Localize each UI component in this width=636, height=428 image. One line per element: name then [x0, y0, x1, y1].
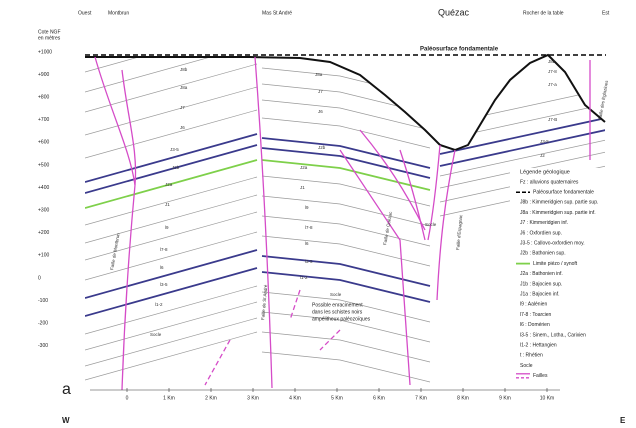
- unit-label: J3-5: [170, 147, 179, 152]
- panel-label: a: [62, 381, 71, 398]
- elevation-tick-label: +500: [38, 162, 49, 168]
- place-label: Est: [602, 10, 610, 16]
- unit-label: J8b: [548, 59, 556, 64]
- unit-label: J8a: [315, 72, 323, 77]
- legend-item: l6 : Domérien: [520, 322, 550, 328]
- scale-label: 3 Km: [247, 395, 259, 401]
- elevation-tick-label: +600: [38, 140, 49, 146]
- elevation-tick-label: 0: [38, 275, 41, 281]
- elevation-tick-label: +400: [38, 185, 49, 191]
- scale-label: 8 Km: [457, 395, 469, 401]
- place-label: Mas St André: [262, 10, 292, 16]
- page: Ouest Montbrun Mas St André Quézac Roche…: [0, 0, 636, 428]
- unit-label: l6: [305, 241, 309, 246]
- scale-label: 1 Km: [163, 395, 175, 401]
- unit-label: Socle: [425, 222, 437, 227]
- scale-label: 9 Km: [499, 395, 511, 401]
- unit-label: J7-a: [548, 82, 557, 87]
- legend-item: J8a : Kimmeridgien sup. partie inf.: [520, 210, 596, 216]
- legend-item: J2a : Bathonien inf.: [520, 271, 563, 277]
- unit-label: l7-8: [305, 225, 313, 230]
- elevation-tick-label: +200: [38, 230, 49, 236]
- legend-item: Failles: [533, 373, 548, 379]
- unit-label: l9: [165, 225, 169, 230]
- elevation-tick-label: +900: [38, 72, 49, 78]
- unit-label: J7: [318, 89, 323, 94]
- legend-item: J7 : Kimmeridgien inf.: [520, 220, 568, 226]
- unit-label: Socle: [150, 332, 162, 337]
- legend-item: J3-5 : Callovo-oxfordien moy.: [520, 241, 585, 247]
- scale-label: 2 Km: [205, 395, 217, 401]
- scale-label: 10 Km: [540, 395, 554, 401]
- legend-item: J2b : Bathonien sup.: [520, 251, 566, 257]
- unit-label: l3-5: [160, 282, 168, 287]
- legend-item: Fz : alluvions quaternaires: [520, 179, 579, 185]
- unit-label: J2b: [172, 165, 180, 170]
- unit-label: Socle: [330, 292, 342, 297]
- legend-item: Paléosurface fondamentale: [533, 190, 594, 196]
- unit-label: J8b: [180, 67, 188, 72]
- unit-label: J2a: [165, 182, 173, 187]
- legend-item: Limite piézo / synoft: [533, 261, 578, 267]
- unit-label: J1: [300, 185, 305, 190]
- legend-item: J6 : Oxfordien sup.: [520, 230, 562, 236]
- scale-label: 6 Km: [373, 395, 385, 401]
- legend-item: l3-5 : Sinem., Lotha., Carixien: [520, 332, 586, 338]
- unit-label: J2: [540, 153, 545, 158]
- place-label: Montbrun: [108, 10, 129, 16]
- unit-label: J3-5: [540, 139, 549, 144]
- scale-label: 4 Km: [289, 395, 301, 401]
- unit-label: l6: [160, 265, 164, 270]
- cross-section: Ouest Montbrun Mas St André Quézac Roche…: [0, 0, 636, 428]
- unit-label: J8a: [180, 85, 188, 90]
- unit-label: l1-2: [300, 275, 308, 280]
- legend-item: l1-2 : Hettangien: [520, 343, 557, 349]
- unit-label: l7-8: [160, 247, 168, 252]
- note: Possible enracinement: [312, 302, 363, 308]
- elevation-tick-label: +1000: [38, 49, 52, 55]
- unit-label: J2b: [318, 145, 326, 150]
- elevation-tick-label: -100: [38, 298, 48, 304]
- unit-label: J7-8: [548, 69, 557, 74]
- legend-item: Socle: [520, 363, 533, 369]
- scale-label: 5 Km: [331, 395, 343, 401]
- legend-title: Légende géologique: [520, 169, 570, 175]
- unit-label: l3-5: [305, 259, 313, 264]
- elevation-tick-label: -300: [38, 343, 48, 349]
- paleosurface-label: Paléosurface fondamentale: [420, 47, 499, 53]
- unit-label: J6: [318, 109, 323, 114]
- scale-label: 0: [126, 395, 129, 401]
- unit-label: J1: [165, 202, 170, 207]
- axis-title: en mètres: [38, 35, 61, 41]
- west-label: W: [62, 416, 70, 425]
- note: dans les schistes noirs: [312, 309, 363, 315]
- east-label: E: [620, 416, 626, 425]
- place-label: Rocher de la table: [523, 10, 564, 16]
- elevation-tick-label: +100: [38, 253, 49, 259]
- unit-label: J7: [180, 105, 185, 110]
- unit-label: l1-2: [155, 302, 163, 307]
- legend-item: J1a : Bajocien inf.: [520, 292, 559, 298]
- legend-item: t : Rhétien: [520, 353, 543, 359]
- elevation-tick-label: +700: [38, 117, 49, 123]
- unit-label: J7-B: [548, 117, 557, 122]
- unit-label: J2a: [300, 165, 308, 170]
- legend-item: l9 : Aalénien: [520, 302, 547, 308]
- place-label: Quézac: [438, 7, 470, 17]
- elevation-tick-label: +800: [38, 95, 49, 101]
- elevation-tick-label: -200: [38, 321, 48, 327]
- legend-item: l7-8 : Toarcien: [520, 312, 552, 318]
- legend-item: J1b : Bajocien sup.: [520, 281, 562, 287]
- legend-item: J8b : Kimmeridgien sup. partie sup.: [520, 200, 598, 206]
- scale-label: 7 Km: [415, 395, 427, 401]
- note: ampélitheux paléozoïques: [312, 316, 371, 322]
- place-label: Ouest: [78, 10, 92, 16]
- unit-label: J6: [180, 125, 185, 130]
- elevation-tick-label: +300: [38, 208, 49, 214]
- unit-label: l9: [305, 205, 309, 210]
